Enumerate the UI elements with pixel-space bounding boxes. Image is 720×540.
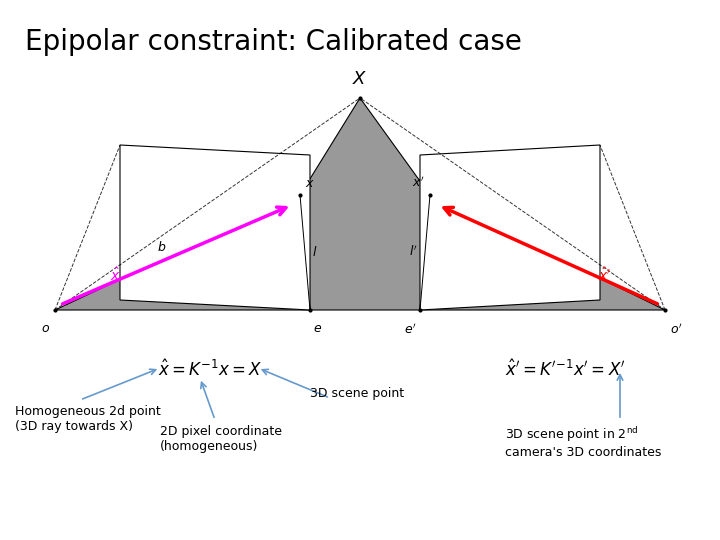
Polygon shape [420, 145, 600, 310]
Text: $\hat{x}' = K'^{-1}x' = X'$: $\hat{x}' = K'^{-1}x' = X'$ [505, 360, 626, 380]
Text: $\hat{x}$: $\hat{x}$ [109, 266, 120, 284]
Polygon shape [300, 98, 430, 310]
Text: Homogeneous 2d point
(3D ray towards X): Homogeneous 2d point (3D ray towards X) [15, 405, 161, 433]
Text: $l$: $l$ [312, 245, 318, 259]
Polygon shape [420, 195, 665, 310]
Text: 3D scene point: 3D scene point [310, 387, 404, 400]
Text: 3D scene point in 2$^{\mathrm{nd}}$
camera's 3D coordinates: 3D scene point in 2$^{\mathrm{nd}}$ came… [505, 425, 662, 459]
Text: $o$: $o$ [41, 322, 50, 335]
Text: Epipolar constraint: Calibrated case: Epipolar constraint: Calibrated case [25, 28, 522, 56]
Polygon shape [55, 195, 310, 310]
Text: $\hat{x}'$: $\hat{x}'$ [598, 266, 611, 284]
Text: $e$: $e$ [313, 322, 322, 335]
Polygon shape [120, 145, 310, 310]
Text: $\hat{x} = K^{-1}x = X$: $\hat{x} = K^{-1}x = X$ [158, 360, 262, 380]
Text: $x'$: $x'$ [413, 176, 425, 190]
Text: $e'$: $e'$ [405, 322, 417, 336]
Text: 2D pixel coordinate
(homogeneous): 2D pixel coordinate (homogeneous) [160, 425, 282, 453]
Text: $b$: $b$ [158, 240, 166, 254]
Text: $X$: $X$ [352, 70, 368, 88]
Text: $x$: $x$ [305, 177, 315, 190]
Text: $o'$: $o'$ [670, 322, 683, 336]
Text: $l'$: $l'$ [409, 245, 418, 259]
